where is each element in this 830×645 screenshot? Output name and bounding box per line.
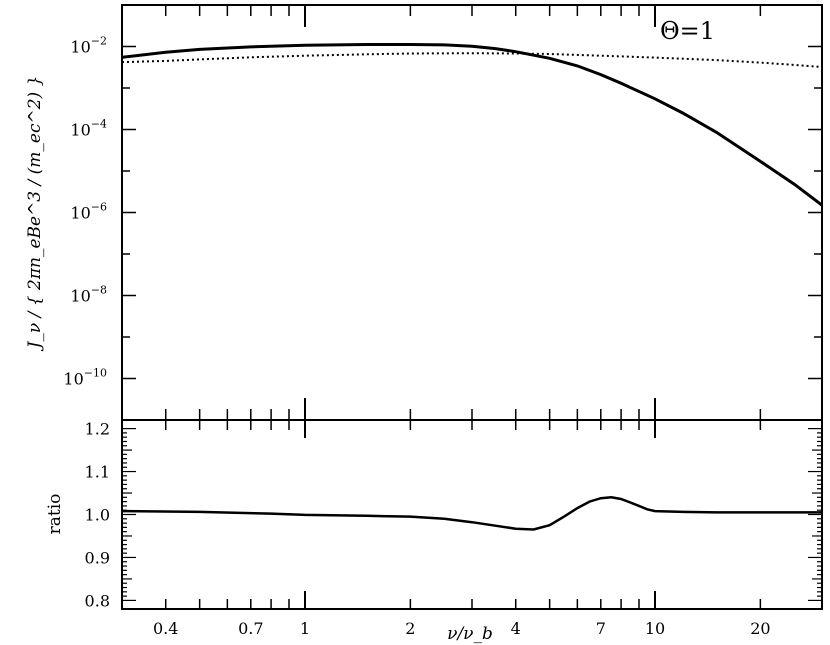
- bottom-ytick-label: 0.9: [85, 548, 110, 567]
- bottom-ytick-label: 1.0: [85, 506, 110, 525]
- dotted-series-line: [121, 52, 823, 68]
- bottom-xtick-label: 1: [300, 619, 310, 638]
- bottom-ytick-label: 1.2: [85, 420, 110, 439]
- theta-annotation: Θ=1: [660, 17, 715, 45]
- top-ylabel: J_ν / { 2πn_eBe^3 / (m_ec^2) }: [25, 76, 45, 352]
- bottom-xtick-label: 2: [405, 619, 415, 638]
- top-ytick-label: 10−8: [70, 284, 107, 306]
- top-ytick-label: 10−2: [70, 35, 107, 57]
- bottom-series: [121, 496, 822, 531]
- bottom-ticks: [122, 420, 822, 609]
- ratio-series-line: [121, 496, 822, 531]
- top-ytick-label: 10−6: [70, 201, 107, 223]
- top-ytick-label: 10−10: [63, 367, 107, 389]
- bottom-ytick-label: 0.8: [85, 591, 110, 610]
- bottom-xtick-label: 0.7: [238, 619, 263, 638]
- top-plot-frame: [121, 4, 823, 421]
- bottom-xtick-label: 20: [750, 619, 770, 638]
- bottom-ylabel: ratio: [45, 494, 65, 535]
- top-ytick-label: 10−4: [70, 118, 107, 140]
- bottom-xtick-labels: 0.4 0.7 1 2 4 7 10 20: [153, 619, 771, 638]
- bottom-xtick-label: 0.4: [153, 619, 178, 638]
- top-ytick-labels: 10−2 10−4 10−6 10−8 10−10: [63, 35, 107, 389]
- bottom-xtick-label: 7: [596, 619, 606, 638]
- top-panel: 10−2 10−4 10−6 10−8 10−10 Θ=1 J_ν / { 2πn_eB…: [25, 4, 823, 421]
- top-ticks: [122, 4, 822, 421]
- bottom-ytick-label: 1.1: [85, 463, 110, 482]
- solid-series-line: [121, 43, 823, 207]
- bottom-ytick-labels: 1.2 1.1 1.0 0.9 0.8: [85, 420, 110, 611]
- bottom-xlabel: ν/ν_b: [447, 624, 493, 644]
- top-series: [121, 43, 823, 207]
- bottom-plot-frame: [121, 419, 823, 610]
- bottom-xtick-label: 10: [645, 619, 665, 638]
- bottom-xtick-label: 4: [511, 619, 521, 638]
- bottom-panel: 1.2 1.1 1.0 0.9 0.8 0.4 0.7 1 2 4 7 10 20 ratio ν/ν…: [45, 419, 823, 644]
